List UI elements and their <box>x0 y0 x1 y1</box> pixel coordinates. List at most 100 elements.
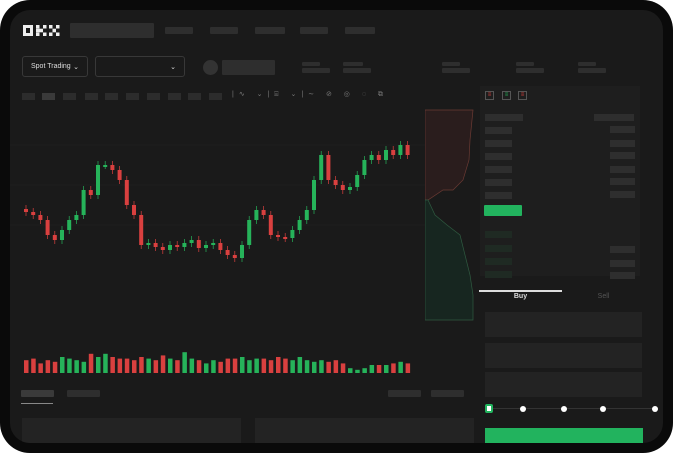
chevron-down-icon: ⌄ <box>73 63 79 71</box>
candle <box>132 205 136 215</box>
price-input[interactable] <box>485 312 642 337</box>
chart-tools[interactable]: |∿ ⌄|⌸ ⌄|∼ ⊘ ◎ ◌ ⧉ <box>232 91 388 98</box>
volume-bar <box>175 360 180 373</box>
candle <box>160 247 165 250</box>
volume-bar <box>139 357 144 373</box>
candle <box>232 255 237 258</box>
volume-bar <box>333 360 339 373</box>
candle <box>139 215 144 245</box>
volume-bar <box>283 358 288 373</box>
nav-item[interactable] <box>345 27 375 34</box>
volume-bar <box>52 361 58 373</box>
trading-screen: Spot Trading ⌄ ⌄ |∿ ⌄|⌸ ⌄|∼ ⊘ ◎ ◌ ⧉ ≡ ≡ ≡… <box>10 10 663 443</box>
nav-item[interactable] <box>255 27 285 34</box>
candle <box>297 220 302 230</box>
candle <box>369 155 374 160</box>
candle <box>103 165 108 167</box>
volume-bar <box>362 368 367 373</box>
orderbook-asks-icon[interactable]: ≡ <box>518 91 527 100</box>
volume-bar <box>124 358 130 373</box>
interval-button[interactable] <box>42 93 55 100</box>
candle <box>146 243 151 245</box>
candle <box>398 145 403 155</box>
search-bar[interactable] <box>70 23 154 38</box>
volume-bar <box>153 360 159 373</box>
interval-button[interactable] <box>85 93 98 100</box>
candlestick-chart[interactable] <box>10 105 480 375</box>
nav-item[interactable] <box>300 27 328 34</box>
volume-bar <box>204 363 209 373</box>
candle <box>175 245 180 247</box>
volume-bar <box>254 358 259 373</box>
volume-bar <box>31 358 36 373</box>
pair-select[interactable]: ⌄ <box>95 56 185 77</box>
coin-icon <box>203 60 218 75</box>
orderbook-bids-icon[interactable]: ≡ <box>502 91 511 100</box>
nav-item[interactable] <box>165 27 193 34</box>
candle <box>88 190 93 195</box>
filter-button[interactable] <box>388 390 421 397</box>
market-type-select[interactable]: Spot Trading ⌄ <box>22 56 88 77</box>
volume-bar <box>168 358 173 373</box>
chevron-down-icon: ⌄ <box>170 63 176 71</box>
volume-bar <box>38 363 43 373</box>
interval-button[interactable] <box>147 93 160 100</box>
volume-bar <box>117 358 123 373</box>
leverage-slider[interactable] <box>488 408 658 409</box>
candle <box>304 210 309 220</box>
candle <box>218 243 223 250</box>
volume-bar <box>24 360 29 373</box>
total-input[interactable] <box>485 372 642 397</box>
interval-button[interactable] <box>105 93 118 100</box>
amount-input[interactable] <box>485 343 642 368</box>
candle <box>31 212 36 215</box>
volume-bar <box>60 357 65 373</box>
candle <box>60 230 64 240</box>
volume-bar <box>268 360 274 373</box>
interval-button[interactable] <box>63 93 76 100</box>
volume-bar <box>211 360 216 373</box>
tab-buy[interactable]: Buy <box>513 293 528 300</box>
interval-button[interactable] <box>126 93 139 100</box>
volume-bar <box>304 360 310 373</box>
candle <box>276 235 280 237</box>
volume-bar <box>132 360 137 373</box>
interval-button[interactable] <box>188 93 201 100</box>
volume-bar <box>96 357 101 373</box>
candle <box>376 155 381 160</box>
slider-handle[interactable] <box>485 404 493 413</box>
volume-bar <box>247 360 252 373</box>
candle <box>168 245 172 250</box>
tab-open-orders[interactable] <box>21 390 54 397</box>
volume-bar <box>225 358 231 373</box>
interval-button[interactable] <box>168 93 181 100</box>
volume-bar <box>240 357 245 373</box>
volume-bar <box>405 363 411 373</box>
candle <box>117 170 122 180</box>
last-price <box>484 205 522 216</box>
orderbook-both-icon[interactable]: ≡ <box>485 91 494 100</box>
volume-bar <box>391 363 396 373</box>
buy-tab-underline <box>479 290 562 292</box>
volume-bar <box>110 357 115 373</box>
volume-bar <box>355 369 360 373</box>
buy-button[interactable] <box>485 428 643 443</box>
tab-sell[interactable]: Sell <box>597 293 610 300</box>
candle <box>96 165 100 195</box>
candle <box>384 150 388 160</box>
candle <box>67 220 72 230</box>
filter-button[interactable] <box>431 390 464 397</box>
bottom-card <box>22 418 241 443</box>
tab-order-history[interactable] <box>67 390 100 397</box>
candle <box>38 215 43 220</box>
candle <box>225 250 230 255</box>
interval-button[interactable] <box>209 93 222 100</box>
candle <box>362 160 367 175</box>
candle <box>254 210 259 220</box>
volume-bar <box>146 358 151 373</box>
volume-bar <box>160 355 166 373</box>
nav-item[interactable] <box>210 27 238 34</box>
volume-bar <box>369 365 375 373</box>
interval-button[interactable] <box>22 93 35 100</box>
